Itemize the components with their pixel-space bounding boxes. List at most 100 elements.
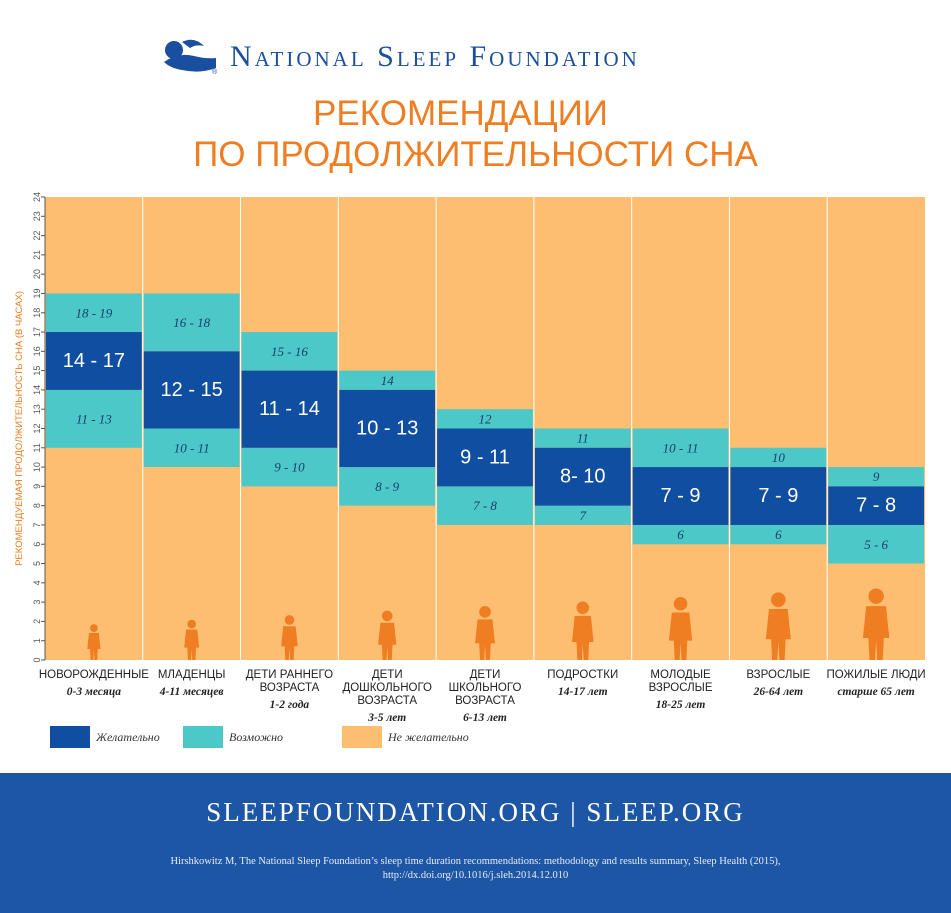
category-label-line: ДЕТИ РАННЕГО (246, 669, 333, 681)
silhouette-head (284, 615, 295, 625)
possible-low-bar (828, 524, 924, 564)
category-label-line: ДЕТИ (372, 669, 403, 681)
svg-text:®: ® (212, 68, 218, 76)
legend-label-recommended: Желательно (96, 729, 160, 744)
person-silhouette-icon (378, 610, 397, 660)
possible-low-label: 11 - 13 (76, 411, 112, 426)
y-tick-label: 15 (32, 366, 42, 376)
page-title-line1: РЕКОМЕНДАЦИИ (313, 94, 608, 133)
possible-high-bar (46, 293, 142, 333)
age-range-label: 1-2 года (270, 699, 310, 711)
silhouette-head (479, 606, 491, 618)
person-silhouette-icon (862, 588, 890, 660)
possible-high-label: 14 (381, 373, 395, 388)
y-tick-label: 6 (32, 542, 42, 547)
possible-high-bar (534, 428, 631, 448)
possible-low-label: 8 - 9 (375, 479, 399, 494)
possible-high-label: 9 (873, 469, 880, 484)
y-tick-label: 22 (32, 231, 42, 241)
possible-high-bar (241, 332, 338, 371)
possible-high-label: 18 - 19 (75, 305, 112, 320)
header: ® National Sleep Foundation РЕКОМЕНДАЦИИ… (0, 0, 951, 185)
possible-high-bar (437, 409, 533, 429)
person-silhouette-icon (87, 624, 101, 660)
y-tick-label: 12 (32, 423, 42, 433)
possible-low-bar (241, 447, 338, 487)
silhouette-head (90, 624, 98, 632)
sleeping-person-logo-icon: ® (164, 39, 218, 76)
legend-item-recommended: Желательно (50, 725, 160, 749)
silhouette-body (378, 622, 397, 660)
recommended-label: 7 - 9 (758, 485, 798, 507)
legend-label-possible: Возможно (229, 729, 284, 744)
footer-urls: SLEEPFOUNDATION.ORG | SLEEP.ORG (206, 797, 745, 827)
person-silhouette-icon (765, 592, 791, 660)
possible-low-bar (339, 467, 436, 506)
category-label: ДЕТИ ДОШКОЛЬНОГО ВОЗРАСТА (342, 669, 432, 707)
y-tick-label: 24 (32, 192, 42, 202)
possible-low-label: 6 (775, 527, 782, 542)
category-label-line: ВОЗРАСТА (260, 682, 320, 694)
y-tick-label: 19 (32, 288, 42, 298)
y-tick-label: 23 (32, 211, 42, 221)
legend-swatch-possible (183, 726, 223, 748)
recommended-label: 9 - 11 (460, 446, 510, 468)
y-tick-label: 7 (32, 522, 42, 527)
silhouette-body (862, 606, 890, 660)
category-label-line: ВЗРОСЛЫЕ (649, 682, 713, 694)
category-label: МОЛОДЫЕ ВЗРОСЛЫЕ (649, 669, 713, 694)
recommended-label: 7 - 8 (856, 495, 896, 517)
silhouette-body (765, 609, 791, 660)
category-label: ДЕТИ РАННЕГО ВОЗРАСТА (246, 669, 333, 694)
recommended-bar (143, 351, 240, 429)
possible-low-label: 10 - 11 (174, 440, 210, 455)
age-range-label: 6-13 лет (463, 712, 507, 724)
possible-low-label: 6 (677, 527, 684, 542)
possible-low-bar (46, 389, 142, 448)
y-tick-label: 8 (32, 503, 42, 508)
possible-high-bar (339, 370, 436, 390)
citation-link[interactable]: http://dx.doi.org/10.1016/j.sleh.2014.12… (382, 870, 569, 881)
y-tick-label: 21 (32, 250, 42, 260)
silhouette-body (281, 626, 298, 660)
recommended-label: 14 - 17 (63, 350, 125, 372)
y-tick-label: 2 (32, 619, 42, 624)
silhouette-head (576, 601, 590, 615)
category-label: ДЕТИ ШКОЛЬНОГО ВОЗРАСТА (449, 669, 522, 707)
recommended-bar (46, 332, 142, 390)
recommended-bar (339, 389, 436, 468)
recommended-label: 8- 10 (560, 466, 606, 488)
person-silhouette-icon (475, 606, 495, 660)
recommended-label: 10 - 13 (356, 418, 418, 440)
age-range-label: 0-3 месяца (67, 686, 121, 698)
category-label-line: ПОЖИЛЫЕ ЛЮДИ (827, 669, 926, 681)
y-tick-label: 17 (32, 327, 42, 337)
y-tick-label: 0 (32, 657, 42, 662)
footer: SLEEPFOUNDATION.ORG | SLEEP.ORG Hirshkow… (0, 773, 951, 913)
legend-item-possible: Возможно (183, 725, 283, 749)
silhouette-head (673, 596, 688, 611)
possible-low-bar (632, 524, 729, 545)
possible-high-label: 11 (577, 431, 589, 446)
recommended-label: 11 - 14 (259, 398, 320, 420)
category-label-line: НОВОРОЖДЕННЫЕ (39, 669, 149, 681)
legend-swatch-not-recommended (342, 726, 382, 748)
legend-swatch-recommended (50, 726, 90, 748)
y-tick-label: 9 (32, 484, 42, 489)
brand-name: National Sleep Foundation (230, 40, 640, 73)
person-silhouette-icon (668, 596, 693, 660)
category-label-line: ШКОЛЬНОГО (449, 682, 522, 694)
legend-label-not-recommended: Не желательно (388, 729, 469, 744)
possible-low-label: 9 - 10 (274, 460, 305, 475)
age-range-label: 14-17 лет (558, 686, 608, 698)
silhouette-head (868, 588, 884, 604)
y-tick-label: 11 (32, 443, 42, 452)
person-silhouette-icon (281, 615, 298, 660)
sleep-chart: 0123456789101112131415161718192021222324… (14, 192, 926, 725)
y-tick-label: 1 (32, 638, 42, 643)
category-label-line: МЛАДЕНЦЫ (158, 669, 226, 681)
age-range-label: 3-5 лет (367, 712, 406, 724)
possible-high-bar (632, 428, 729, 468)
possible-low-bar (143, 428, 240, 468)
person-silhouette-icon (184, 619, 200, 660)
